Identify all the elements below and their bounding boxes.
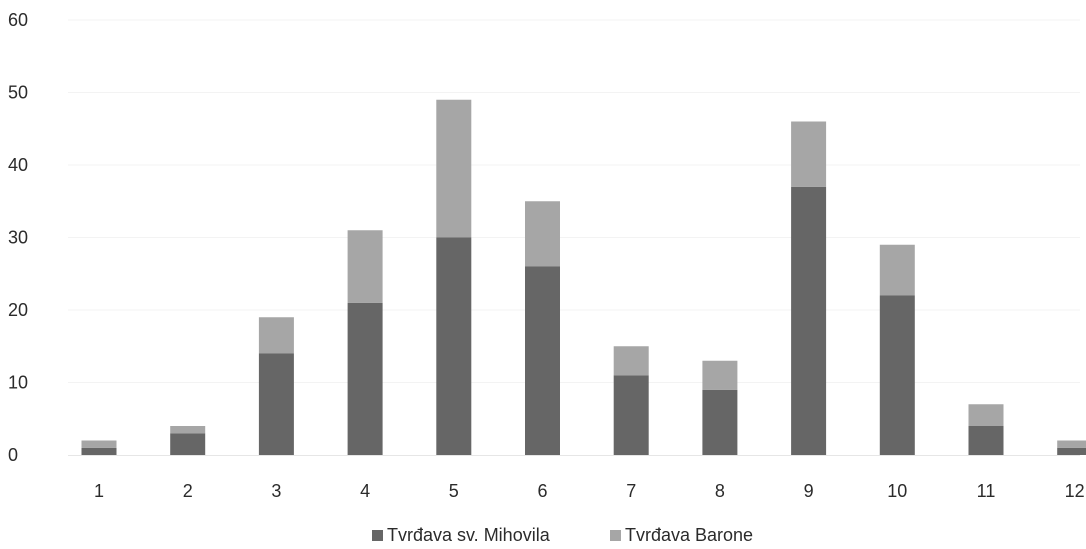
bar-segment-barone-3 <box>258 317 294 354</box>
y-tick-label: 60 <box>8 10 28 30</box>
bar-segment-mihovila-5 <box>436 237 472 455</box>
x-tick-label: 5 <box>449 481 459 501</box>
bar-segment-barone-5 <box>436 99 472 238</box>
bar-segment-barone-2 <box>170 426 206 434</box>
bar-segment-barone-6 <box>525 201 560 267</box>
legend-swatch <box>610 530 621 541</box>
x-axis: 1 2 3 4 5 6 7 8 9 10 11 12 <box>94 481 1085 501</box>
y-tick-label: 50 <box>8 83 28 103</box>
y-tick-label: 0 <box>8 445 18 465</box>
bar-segment-barone-11 <box>968 404 1004 426</box>
x-tick-label: 9 <box>804 481 814 501</box>
x-tick-label: 11 <box>977 481 996 501</box>
bar-segment-mihovila-9 <box>791 186 827 455</box>
bars <box>81 99 1086 455</box>
x-tick-label: 6 <box>537 481 547 501</box>
bar-segment-mihovila-1 <box>81 447 117 455</box>
x-tick-label: 4 <box>360 481 370 501</box>
bar-segment-mihovila-12 <box>1057 447 1086 455</box>
bar-segment-barone-7 <box>613 346 649 376</box>
x-tick-label: 2 <box>183 481 193 501</box>
y-tick-label: 40 <box>8 155 28 175</box>
bar-segment-barone-9 <box>791 121 827 187</box>
x-tick-label: 12 <box>1065 481 1085 501</box>
x-tick-label: 3 <box>271 481 281 501</box>
legend: Tvrđava sv. Mihovila Tvrđava Barone <box>372 525 753 545</box>
legend-label: Tvrđava Barone <box>625 525 753 545</box>
x-tick-label: 8 <box>715 481 725 501</box>
legend-swatch <box>372 530 383 541</box>
y-tick-label: 30 <box>8 228 28 248</box>
bar-segment-barone-1 <box>81 440 117 448</box>
y-tick-label: 10 <box>8 373 28 393</box>
bar-segment-mihovila-3 <box>258 353 294 455</box>
bar-segment-barone-8 <box>702 360 738 390</box>
bar-segment-mihovila-7 <box>613 375 649 455</box>
bar-segment-barone-12 <box>1057 440 1086 448</box>
bar-segment-mihovila-4 <box>347 302 383 455</box>
y-tick-label: 20 <box>8 300 28 320</box>
bar-segment-mihovila-2 <box>170 433 206 455</box>
bar-segment-mihovila-10 <box>879 295 915 455</box>
bar-segment-barone-4 <box>347 230 383 303</box>
y-axis: 0 10 20 30 40 50 60 <box>8 10 28 465</box>
gridlines <box>68 19 1080 456</box>
bar-segment-mihovila-8 <box>702 389 738 455</box>
x-tick-label: 1 <box>94 481 104 501</box>
x-tick-label: 10 <box>887 481 907 501</box>
bar-segment-mihovila-11 <box>968 426 1004 455</box>
bar-segment-mihovila-6 <box>525 266 560 455</box>
x-tick-label: 7 <box>626 481 636 501</box>
legend-label: Tvrđava sv. Mihovila <box>387 525 551 545</box>
bar-segment-barone-10 <box>879 244 915 296</box>
